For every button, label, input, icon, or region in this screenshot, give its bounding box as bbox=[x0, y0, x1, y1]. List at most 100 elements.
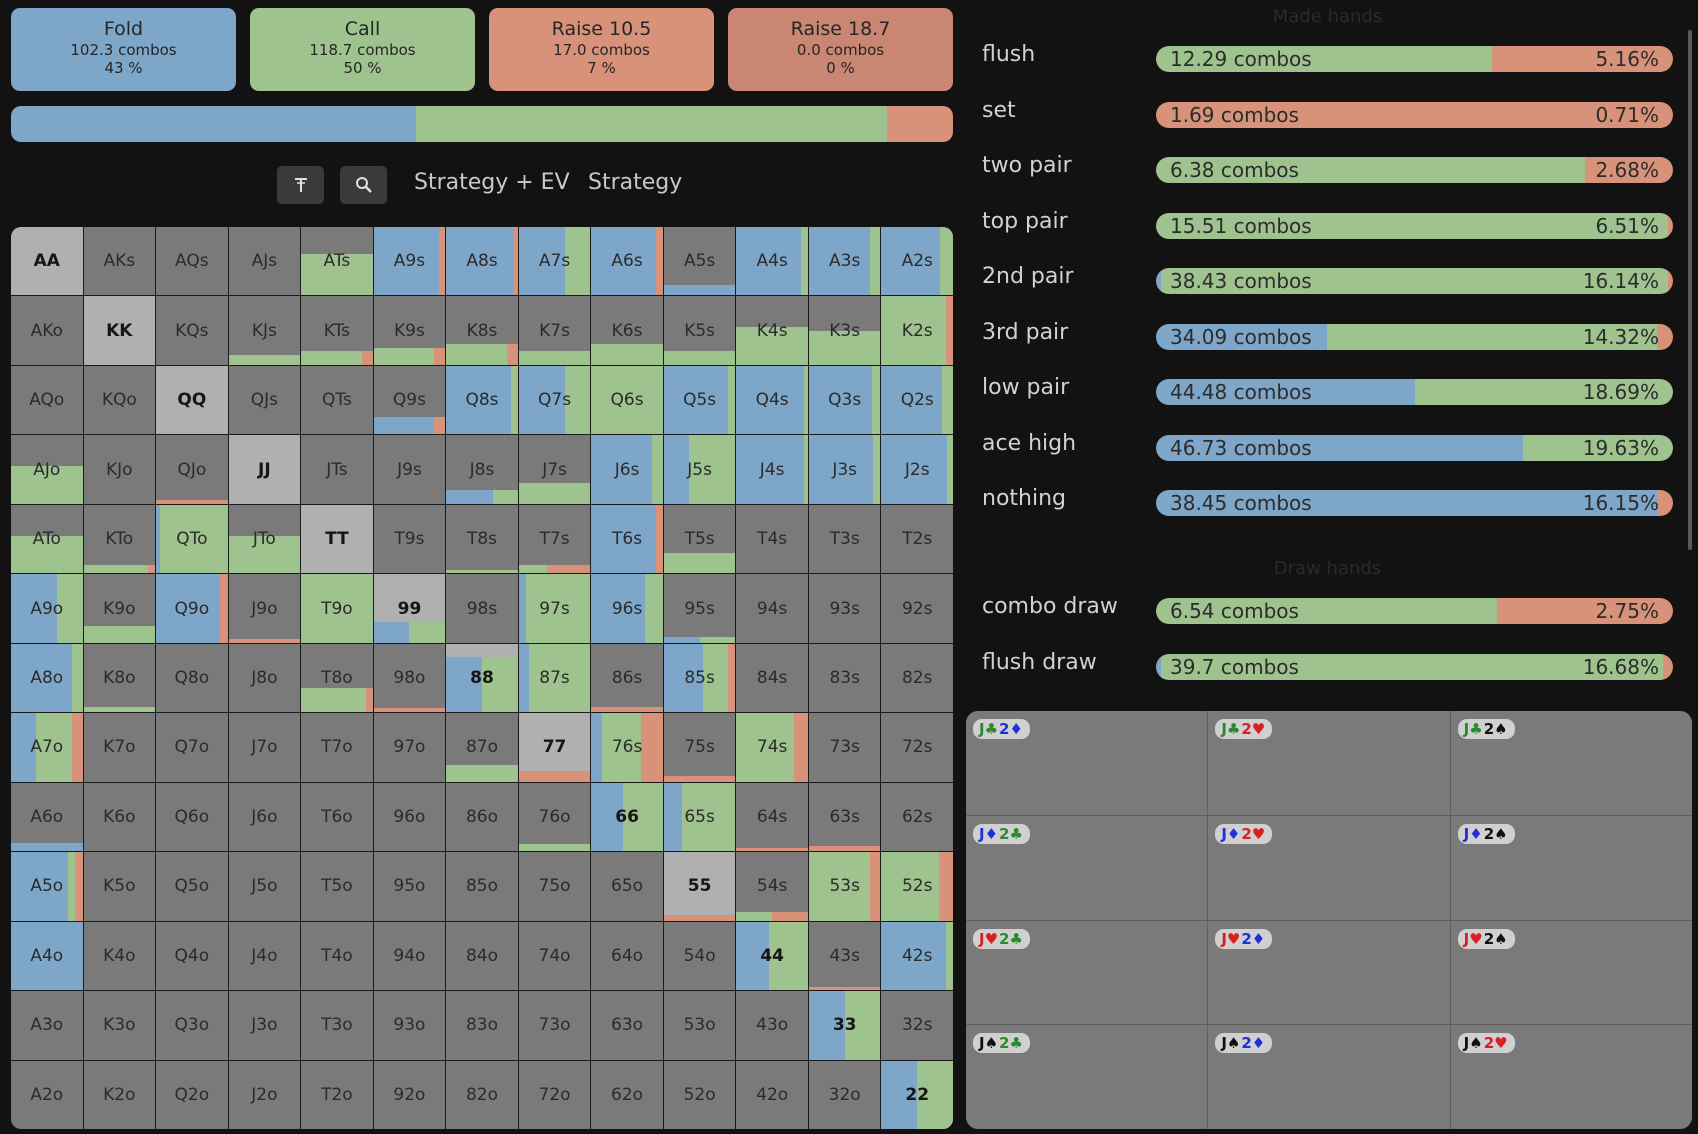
hand-cell[interactable]: QTo bbox=[156, 504, 228, 574]
hand-cell[interactable]: A3o bbox=[11, 991, 83, 1060]
filter-button[interactable] bbox=[277, 166, 324, 204]
hand-cell[interactable]: J3s bbox=[808, 435, 881, 504]
hand-cell[interactable]: 96o bbox=[373, 782, 446, 852]
hand-cell[interactable]: Q5s bbox=[663, 365, 736, 435]
hand-cell[interactable]: JTo bbox=[228, 504, 301, 574]
hand-cell[interactable]: 97s bbox=[518, 574, 591, 643]
hand-cell[interactable]: K4o bbox=[83, 921, 156, 991]
hand-cell[interactable]: 32o bbox=[808, 1060, 881, 1129]
hand-cell[interactable]: 83o bbox=[446, 991, 518, 1060]
hand-cell[interactable]: 83s bbox=[808, 643, 881, 713]
hand-cell[interactable]: 94o bbox=[373, 921, 446, 991]
combo-cell[interactable]: J♥2♦ bbox=[1208, 920, 1450, 1025]
hand-cell[interactable]: 54o bbox=[663, 921, 736, 991]
hand-cell[interactable]: 95o bbox=[373, 852, 446, 921]
hand-cell[interactable]: Q8s bbox=[446, 365, 518, 435]
hand-class-row[interactable]: flush 12.29 combos 5.16% bbox=[975, 38, 1680, 78]
hand-cell[interactable]: A9o bbox=[11, 574, 83, 643]
hand-cell[interactable]: 82s bbox=[881, 643, 953, 713]
hand-cell[interactable]: 42o bbox=[736, 1060, 808, 1129]
hand-cell[interactable]: 55 bbox=[663, 852, 736, 921]
combo-cell[interactable]: J♠2♦ bbox=[1208, 1025, 1450, 1129]
hand-cell[interactable]: J8s bbox=[446, 435, 518, 504]
hand-cell[interactable]: 53o bbox=[663, 991, 736, 1060]
hand-cell[interactable]: AKo bbox=[11, 296, 83, 365]
hand-cell[interactable]: J5o bbox=[228, 852, 301, 921]
hand-cell[interactable]: 86s bbox=[591, 643, 663, 713]
hand-cell[interactable]: 98s bbox=[446, 574, 518, 643]
hand-cell[interactable]: T8s bbox=[446, 504, 518, 574]
hand-cell[interactable]: 93s bbox=[808, 574, 881, 643]
hand-cell[interactable]: A8s bbox=[446, 227, 518, 296]
hand-cell[interactable]: KJs bbox=[228, 296, 301, 365]
hand-cell[interactable]: 43s bbox=[808, 921, 881, 991]
hand-cell[interactable]: 54s bbox=[736, 852, 808, 921]
combo-cell[interactable]: J♦2♣ bbox=[966, 815, 1208, 920]
hand-cell[interactable]: A3s bbox=[808, 227, 881, 296]
hand-cell[interactable]: JJ bbox=[228, 435, 301, 504]
action-raise-large[interactable]: Raise 18.7 0.0 combos 0 % bbox=[728, 8, 953, 91]
hand-cell[interactable]: K2s bbox=[881, 296, 953, 365]
zoom-button[interactable] bbox=[340, 166, 387, 204]
hand-cell[interactable]: Q9s bbox=[373, 365, 446, 435]
hand-cell[interactable]: K9s bbox=[373, 296, 446, 365]
hand-cell[interactable]: J4s bbox=[736, 435, 808, 504]
hand-cell[interactable]: 94s bbox=[736, 574, 808, 643]
hand-cell[interactable]: A7o bbox=[11, 713, 83, 782]
hand-cell[interactable]: 74o bbox=[518, 921, 591, 991]
hand-cell[interactable]: 43o bbox=[736, 991, 808, 1060]
hand-cell[interactable]: T9o bbox=[301, 574, 373, 643]
hand-cell[interactable]: K4s bbox=[736, 296, 808, 365]
hand-class-row[interactable]: low pair 44.48 combos 18.69% bbox=[975, 371, 1680, 411]
hand-cell[interactable]: T5s bbox=[663, 504, 736, 574]
hand-cell[interactable]: Q7o bbox=[156, 713, 228, 782]
hand-cell[interactable]: A4s bbox=[736, 227, 808, 296]
hand-cell[interactable]: Q2s bbox=[881, 365, 953, 435]
hand-cell[interactable]: T8o bbox=[301, 643, 373, 713]
hand-cell[interactable]: T6o bbox=[301, 782, 373, 852]
hand-cell[interactable]: A6s bbox=[591, 227, 663, 296]
hand-cell[interactable]: AJs bbox=[228, 227, 301, 296]
hand-class-row[interactable]: flush draw 39.7 combos 16.68% bbox=[975, 646, 1680, 686]
hand-cell[interactable]: A6o bbox=[11, 782, 83, 852]
hand-cell[interactable]: QJs bbox=[228, 365, 301, 435]
hand-cell[interactable]: T3o bbox=[301, 991, 373, 1060]
hand-cell[interactable]: K9o bbox=[83, 574, 156, 643]
hand-cell[interactable]: A2s bbox=[881, 227, 953, 296]
hand-cell[interactable]: Q9o bbox=[156, 574, 228, 643]
hand-cell[interactable]: 82o bbox=[446, 1060, 518, 1129]
combo-cell[interactable]: J♠2♣ bbox=[966, 1025, 1208, 1129]
hand-cell[interactable]: KK bbox=[83, 296, 156, 365]
hand-cell[interactable]: K2o bbox=[83, 1060, 156, 1129]
hand-cell[interactable]: 87o bbox=[446, 713, 518, 782]
hand-cell[interactable]: KTo bbox=[83, 504, 156, 574]
hand-cell[interactable]: AQs bbox=[156, 227, 228, 296]
hand-cell[interactable]: A5s bbox=[663, 227, 736, 296]
hand-cell[interactable]: 96s bbox=[591, 574, 663, 643]
hand-cell[interactable]: K6o bbox=[83, 782, 156, 852]
hand-cell[interactable]: 97o bbox=[373, 713, 446, 782]
hand-class-row[interactable]: top pair 15.51 combos 6.51% bbox=[975, 205, 1680, 245]
hand-cell[interactable]: J3o bbox=[228, 991, 301, 1060]
hand-cell[interactable]: KJo bbox=[83, 435, 156, 504]
combo-cell[interactable]: J♣2♥ bbox=[1208, 711, 1450, 815]
hand-cell[interactable]: A9s bbox=[373, 227, 446, 296]
hand-cell[interactable]: A2o bbox=[11, 1060, 83, 1129]
hand-cell[interactable]: 73s bbox=[808, 713, 881, 782]
hand-cell[interactable]: 88 bbox=[446, 643, 518, 713]
hand-class-row[interactable]: set 1.69 combos 0.71% bbox=[975, 94, 1680, 134]
hand-cell[interactable]: 66 bbox=[591, 782, 663, 852]
hand-cell[interactable]: ATs bbox=[301, 227, 373, 296]
hand-cell[interactable]: Q4s bbox=[736, 365, 808, 435]
hand-cell[interactable]: J6s bbox=[591, 435, 663, 504]
hand-cell[interactable]: 86o bbox=[446, 782, 518, 852]
hand-cell[interactable]: 95s bbox=[663, 574, 736, 643]
hand-cell[interactable]: 73o bbox=[518, 991, 591, 1060]
hand-cell[interactable]: K3s bbox=[808, 296, 881, 365]
hand-cell[interactable]: J4o bbox=[228, 921, 301, 991]
hand-cell[interactable]: TT bbox=[301, 504, 373, 574]
hand-cell[interactable]: Q6o bbox=[156, 782, 228, 852]
hand-cell[interactable]: T2s bbox=[881, 504, 953, 574]
action-raise-small[interactable]: Raise 10.5 17.0 combos 7 % bbox=[489, 8, 714, 91]
hand-cell[interactable]: 99 bbox=[373, 574, 446, 643]
